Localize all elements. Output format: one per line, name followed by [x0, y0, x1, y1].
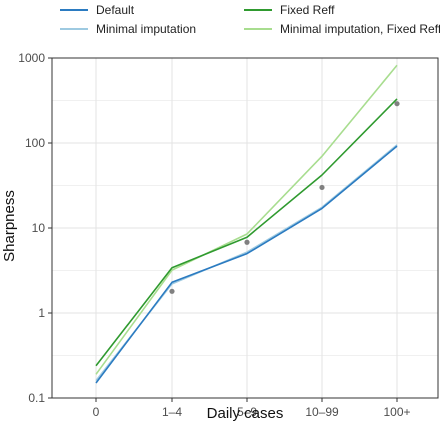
legend-item-default: Default [60, 2, 134, 18]
legend-item-fixed-reff: Fixed Reff [244, 2, 334, 18]
legend-item-minimal-imputation-fixed-reff: Minimal imputation, Fixed Reff [244, 21, 440, 37]
legend-swatch-minimal-imputation-fixed-reff [244, 28, 272, 30]
legend-swatch-minimal-imputation [60, 28, 88, 30]
x-tick-label: 5–9 [237, 405, 257, 419]
observed-point [319, 184, 325, 191]
y-axis-label: Sharpness [1, 190, 18, 262]
y-tick-label: 1 [38, 306, 45, 320]
x-tick-label: 100+ [383, 405, 410, 419]
series-line-fixed-reff [95, 98, 398, 367]
y-tick-label: 100 [25, 136, 45, 150]
y-tick-label: 10 [32, 221, 46, 235]
x-tick-label: 0 [93, 405, 100, 419]
x-tick-label: 1–4 [162, 405, 182, 419]
x-axis-label: Daily cases [207, 405, 284, 422]
legend-label-fixed-reff: Fixed Reff [280, 3, 335, 17]
observed-point [169, 288, 175, 294]
y-tick-label: 0.1 [28, 391, 45, 405]
legend: Default Fixed Reff Minimal imputation Mi… [0, 0, 440, 44]
series-line-default [95, 145, 398, 384]
legend-label-minimal-imputation-fixed-reff: Minimal imputation, Fixed Reff [280, 22, 440, 36]
observed-points [169, 101, 400, 294]
series-lines [95, 64, 398, 384]
legend-label-default: Default [96, 3, 135, 17]
legend-item-minimal-imputation: Minimal imputation [60, 21, 196, 37]
x-axis-ticks: 0 1–4 5–9 10–99 100+ [93, 398, 411, 419]
legend-label-minimal-imputation: Minimal imputation [96, 22, 197, 36]
x-tick-label: 10–99 [305, 405, 339, 419]
y-axis-ticks: 0.1 1 10 100 1000 [18, 51, 52, 405]
y-tick-label: 1000 [18, 51, 45, 65]
series-line-minimal-imputation-fixed-reff [95, 64, 398, 375]
legend-swatch-default [60, 9, 88, 11]
observed-point [244, 239, 250, 245]
legend-swatch-fixed-reff [244, 9, 272, 11]
observed-point [394, 101, 400, 107]
